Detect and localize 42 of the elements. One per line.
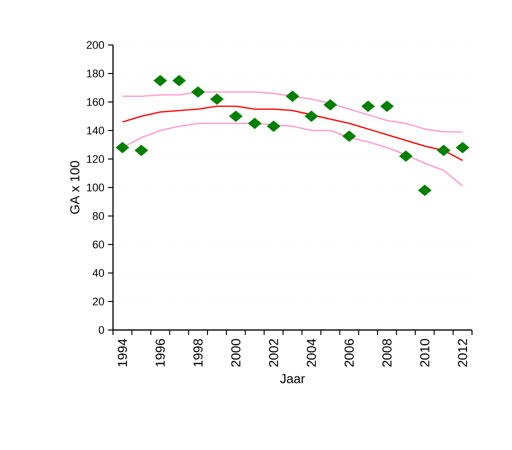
x-tick-label: 2006: [344, 339, 354, 367]
point: [304, 110, 318, 122]
y-tick-label: 60: [92, 240, 104, 248]
y-tick-label: 80: [92, 212, 104, 220]
point: [229, 110, 243, 122]
point: [380, 100, 394, 112]
x-axis-title: Jaar: [280, 374, 305, 384]
x-tick-label: 2002: [269, 339, 278, 367]
point: [361, 100, 375, 112]
y-tick-label: 120: [87, 155, 104, 163]
y-tick-label: 140: [87, 126, 104, 134]
y-tick-label: 200: [86, 41, 104, 49]
point: [399, 150, 413, 162]
y-tick-label: 20: [92, 298, 104, 306]
y-tick-label: 0: [98, 326, 104, 334]
point: [153, 74, 168, 86]
point: [418, 184, 432, 196]
point: [134, 144, 148, 156]
x-tick-label: 1996: [156, 339, 165, 366]
point: [210, 93, 224, 105]
point: [172, 74, 186, 86]
x-tick-label: 2008: [382, 339, 392, 367]
y-tick-label: 160: [87, 98, 104, 106]
point: [342, 130, 356, 142]
x-tick-label: 1994: [118, 338, 128, 366]
x-tick-label: 2004: [306, 338, 316, 367]
x-tick-label: 2010: [420, 339, 430, 367]
y-tick-label: 180: [87, 70, 104, 78]
point: [266, 120, 280, 132]
point: [191, 86, 205, 98]
point: [323, 99, 338, 111]
point: [436, 144, 450, 156]
point: [456, 142, 470, 154]
x-tick-label: 2000: [231, 339, 240, 367]
x-tick-label: 2012: [458, 339, 468, 367]
y-axis-title: GA x 100: [70, 161, 80, 214]
y-tick-label: 100: [87, 184, 104, 192]
point: [286, 90, 300, 102]
point: [116, 142, 130, 154]
y-tick-label: 40: [92, 269, 104, 277]
point: [248, 118, 262, 130]
x-tick-label: 1998: [193, 339, 203, 366]
